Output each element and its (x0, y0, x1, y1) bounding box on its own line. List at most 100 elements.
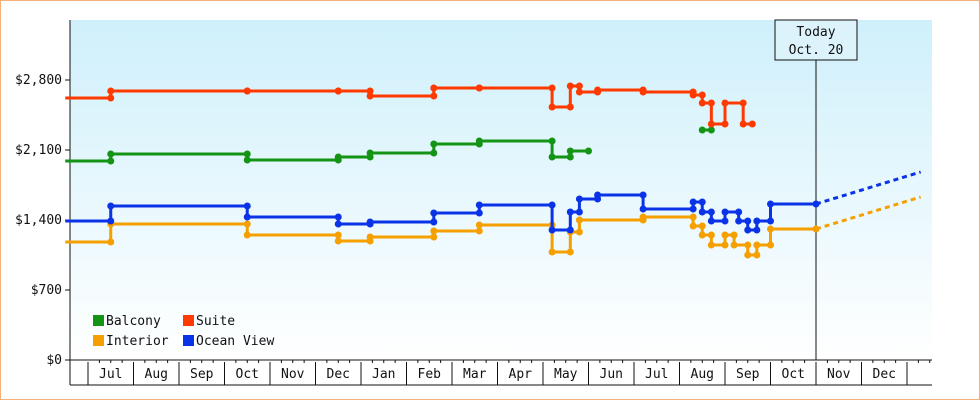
data-point (243, 231, 251, 239)
data-point (366, 87, 374, 95)
data-point (730, 241, 738, 249)
data-point (721, 208, 729, 216)
data-point (475, 201, 483, 209)
data-point (735, 208, 743, 216)
data-point (107, 202, 115, 210)
data-point (639, 205, 647, 213)
data-point (767, 225, 774, 233)
x-month-label: Nov (281, 367, 305, 382)
data-point (566, 248, 574, 256)
data-point (430, 227, 438, 235)
data-point (707, 231, 715, 239)
data-point (707, 241, 715, 249)
data-point (566, 153, 574, 161)
data-point (689, 222, 697, 230)
data-point (430, 84, 438, 92)
data-point (698, 208, 706, 216)
data-point (366, 218, 374, 226)
data-point (575, 88, 583, 96)
data-point (639, 88, 647, 96)
data-point (107, 150, 115, 158)
data-point (548, 103, 556, 111)
data-point (744, 226, 752, 234)
data-point (430, 92, 438, 100)
x-month-label: Nov (827, 367, 851, 382)
data-point (721, 120, 729, 128)
data-point (707, 120, 715, 128)
x-month-label: Mar (463, 367, 487, 382)
data-point (334, 231, 342, 239)
legend-label: Balcony (106, 314, 161, 329)
data-point (430, 218, 438, 226)
x-month-label: Sep (190, 367, 214, 382)
data-point (334, 237, 342, 245)
data-point (566, 82, 574, 90)
today-date: Oct. 20 (789, 43, 844, 58)
data-point (334, 87, 342, 95)
data-point (243, 220, 251, 228)
data-point (753, 241, 761, 249)
y-tick-label: $2,100 (15, 143, 62, 158)
data-point (107, 157, 115, 165)
today-box (774, 19, 858, 61)
legend-swatch (93, 335, 104, 346)
data-point (753, 226, 761, 234)
data-point (334, 220, 342, 228)
data-point (107, 94, 115, 102)
legend-label: Ocean View (196, 334, 274, 349)
data-point (475, 137, 483, 145)
x-month-label: Oct (782, 367, 805, 382)
data-point (707, 126, 715, 134)
series-projection (815, 170, 922, 206)
data-point (430, 140, 438, 148)
data-point (548, 84, 556, 92)
data-point (735, 217, 743, 225)
data-point (594, 191, 602, 199)
data-point (585, 147, 592, 155)
data-point (721, 99, 729, 107)
data-point (689, 205, 697, 213)
data-point (594, 86, 602, 94)
x-month-label: Oct (236, 367, 259, 382)
data-point (430, 209, 438, 217)
data-point (430, 233, 438, 241)
data-point (334, 153, 342, 161)
y-tick-label: $0 (46, 353, 62, 368)
data-point (566, 226, 574, 234)
data-point (366, 233, 374, 241)
x-month-label: Apr (509, 367, 533, 382)
data-point (767, 200, 774, 208)
data-point (243, 156, 251, 164)
data-point (107, 87, 115, 95)
data-point (767, 217, 774, 225)
data-point (575, 216, 583, 224)
data-point (548, 137, 556, 145)
x-month-label: Aug (691, 367, 714, 382)
x-month-label: Dec (327, 367, 350, 382)
data-point (767, 241, 774, 249)
data-point (698, 222, 706, 230)
data-point (430, 149, 438, 157)
data-point (639, 213, 647, 221)
data-point (566, 147, 574, 155)
data-point (698, 99, 706, 107)
data-point (698, 198, 706, 206)
data-point (243, 213, 251, 221)
data-point (548, 153, 556, 161)
legend-swatch (93, 315, 104, 326)
data-point (744, 251, 752, 259)
data-point (243, 150, 251, 158)
data-point (698, 126, 706, 134)
plot-background (70, 20, 932, 360)
data-point (721, 241, 729, 249)
data-point (475, 209, 483, 217)
data-point (575, 228, 583, 236)
data-point (721, 217, 729, 225)
data-point (639, 191, 647, 199)
data-point (689, 213, 697, 221)
data-point (243, 202, 251, 210)
data-point (575, 82, 583, 90)
series-balcony (65, 126, 715, 165)
x-month-label: Aug (145, 367, 168, 382)
